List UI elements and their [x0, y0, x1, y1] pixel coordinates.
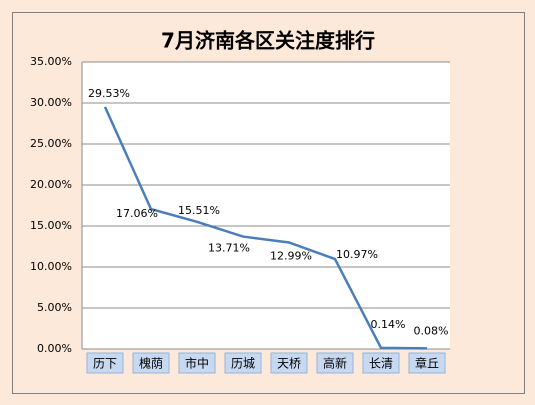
y-tick-label: 0.00% — [37, 342, 72, 355]
x-tick-label: 天桥 — [277, 357, 301, 371]
y-tick-label: 20.00% — [30, 178, 72, 191]
data-label: 17.06% — [116, 207, 158, 220]
x-label-box — [362, 352, 400, 374]
x-tick-label: 槐荫 — [139, 356, 163, 371]
chart-title: 7月济南各区关注度排行 — [161, 29, 375, 53]
data-label: 13.71% — [208, 242, 250, 255]
chart-border — [12, 12, 525, 394]
x-tick-label: 高新 — [323, 356, 347, 371]
x-tick-label: 市中 — [185, 356, 209, 371]
data-label: 0.14% — [371, 318, 406, 331]
x-tick-label: 历下 — [93, 357, 117, 371]
x-label-box — [270, 352, 308, 374]
x-label-box — [408, 352, 446, 374]
y-tick-label: 30.00% — [30, 96, 72, 109]
data-line — [103, 106, 428, 350]
data-label: 29.53% — [88, 87, 130, 100]
data-label: 15.51% — [178, 204, 220, 217]
data-label: 10.97% — [336, 248, 378, 261]
x-tick-label: 章丘 — [415, 356, 439, 371]
y-tick-label: 15.00% — [30, 219, 72, 232]
x-tick-label: 历城 — [231, 357, 255, 371]
x-label-box — [178, 352, 216, 374]
y-tick-label: 5.00% — [37, 301, 72, 314]
data-label: 0.08% — [414, 324, 449, 337]
x-label-box — [132, 352, 170, 374]
y-tick-label: 35.00% — [30, 55, 72, 68]
y-tick-label: 10.00% — [30, 260, 72, 273]
x-label-box — [316, 352, 354, 374]
data-label: 12.99% — [270, 249, 312, 262]
x-tick-label: 长清 — [369, 357, 393, 371]
plot-area — [82, 62, 450, 349]
x-label-box — [86, 352, 124, 374]
y-tick-label: 25.00% — [30, 137, 72, 150]
x-label-box — [224, 352, 262, 374]
